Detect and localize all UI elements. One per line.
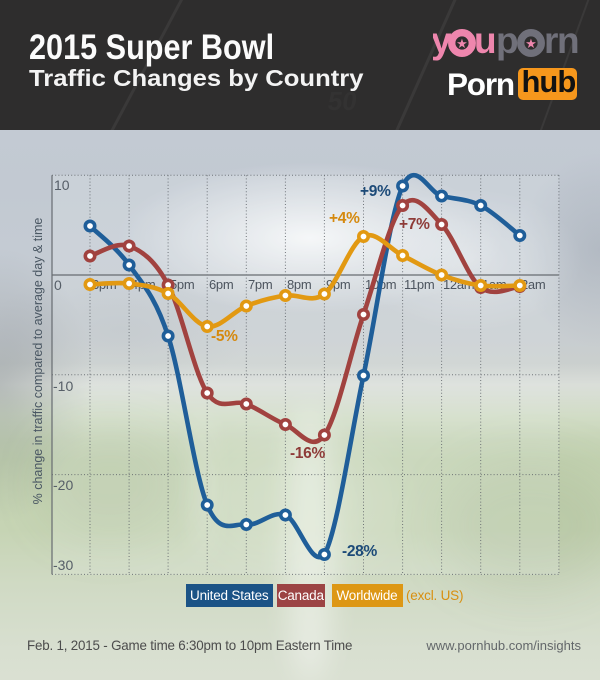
- svg-text:★: ★: [525, 36, 537, 51]
- svg-text:p: p: [496, 24, 519, 61]
- svg-text:y: y: [433, 24, 452, 61]
- svg-text:u: u: [474, 24, 497, 61]
- svg-text:r: r: [544, 24, 558, 61]
- svg-text:n: n: [557, 24, 580, 61]
- svg-text:★: ★: [456, 36, 468, 51]
